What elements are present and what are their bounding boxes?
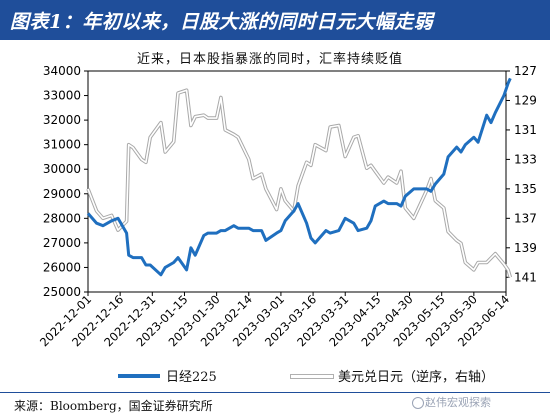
y-right-tick-label: 129 bbox=[514, 93, 537, 107]
y-right-tick-label: 139 bbox=[514, 241, 537, 255]
y-right-tick-label: 135 bbox=[514, 182, 537, 196]
y-left-tick-label: 26000 bbox=[43, 260, 81, 274]
y-left-tick-label: 31000 bbox=[43, 138, 81, 152]
y-left-tick-label: 34000 bbox=[43, 64, 81, 78]
series-line-usdjpy bbox=[87, 89, 512, 278]
legend-label-usdjpy: 美元兑日元（逆序，右轴） bbox=[338, 370, 495, 385]
y-left-tick-label: 33000 bbox=[43, 89, 81, 103]
y-right-tick-label: 127 bbox=[514, 64, 537, 78]
y-right-tick-label: 131 bbox=[514, 123, 537, 137]
page-title: 图表1：年初以来，日股大涨的同时日元大幅走弱 bbox=[10, 11, 434, 33]
y-left-tick-label: 27000 bbox=[43, 236, 81, 250]
source-text: 来源：Bloomberg，国金证券研究所 bbox=[14, 399, 213, 413]
series-line-nikkei bbox=[86, 77, 512, 277]
title-bar: 图表1：年初以来，日股大涨的同时日元大幅走弱 bbox=[0, 0, 550, 40]
source-footer: 来源：Bloomberg，国金证券研究所 bbox=[0, 392, 550, 416]
watermark: 赵伟宏观探索 bbox=[425, 396, 491, 409]
legend-swatch-usdjpy bbox=[290, 374, 334, 379]
chart-title: 近来，日本股指暴涨的同时，汇率持续贬值 bbox=[136, 52, 403, 67]
legend-swatch-nikkei bbox=[118, 374, 160, 378]
y-left-tick-label: 32000 bbox=[43, 113, 81, 127]
y-left-tick-label: 28000 bbox=[43, 211, 81, 225]
y-right-tick-label: 133 bbox=[514, 152, 537, 166]
plot-frame bbox=[87, 70, 507, 293]
y-left-tick-label: 29000 bbox=[43, 187, 81, 201]
legend-label-nikkei: 日经225 bbox=[166, 370, 217, 385]
watermark-icon bbox=[412, 397, 424, 409]
y-left-tick-label: 30000 bbox=[43, 162, 81, 176]
y-left-tick-label: 25000 bbox=[43, 285, 81, 299]
y-right-tick-label: 141 bbox=[514, 270, 537, 284]
y-right-tick-label: 137 bbox=[514, 211, 537, 225]
